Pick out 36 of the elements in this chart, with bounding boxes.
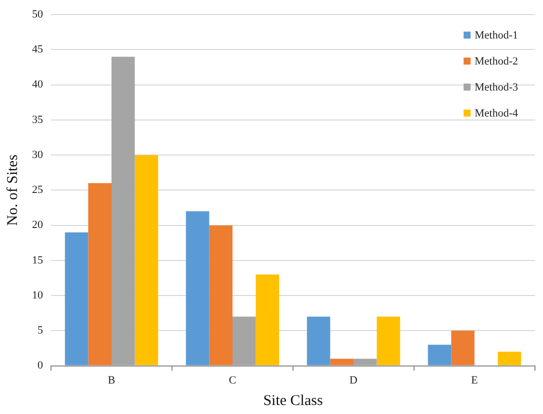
y-tick-label: 15 [32, 254, 44, 266]
y-axis-title: No. of Sites [4, 154, 21, 226]
x-tick-label: D [350, 374, 358, 386]
bar [134, 155, 158, 366]
legend-label: Method-3 [474, 81, 518, 94]
bar [451, 330, 474, 366]
y-tick-label: 20 [32, 219, 44, 232]
legend-label: Method-2 [474, 55, 518, 68]
bar [64, 232, 88, 366]
bar [112, 56, 135, 366]
y-tick-label: 45 [32, 44, 44, 56]
y-tick-label: 25 [32, 184, 44, 196]
bar [354, 358, 377, 366]
bar [256, 274, 280, 366]
bar [376, 316, 400, 366]
bar [498, 352, 522, 366]
x-tick-label: C [228, 374, 236, 386]
bar [306, 316, 330, 366]
y-tick-label: 50 [32, 8, 44, 20]
y-tick-label: 30 [32, 148, 44, 161]
x-axis-title: Site Class [263, 392, 323, 409]
y-tick-label: 0 [38, 360, 44, 372]
bar [88, 183, 112, 366]
x-tick-label: E [471, 374, 478, 386]
x-tick-label: B [108, 374, 116, 386]
y-tick-label: 10 [32, 289, 44, 302]
bar [330, 358, 354, 366]
bar [232, 316, 256, 366]
y-tick-label: 40 [32, 78, 44, 91]
y-tick-label: 35 [32, 114, 44, 126]
legend-label: Method-4 [474, 107, 518, 120]
y-tick-label: 5 [38, 324, 44, 337]
bar [209, 225, 232, 366]
legend-label: Method-1 [474, 29, 518, 42]
bar [428, 344, 452, 366]
bar [186, 211, 210, 366]
